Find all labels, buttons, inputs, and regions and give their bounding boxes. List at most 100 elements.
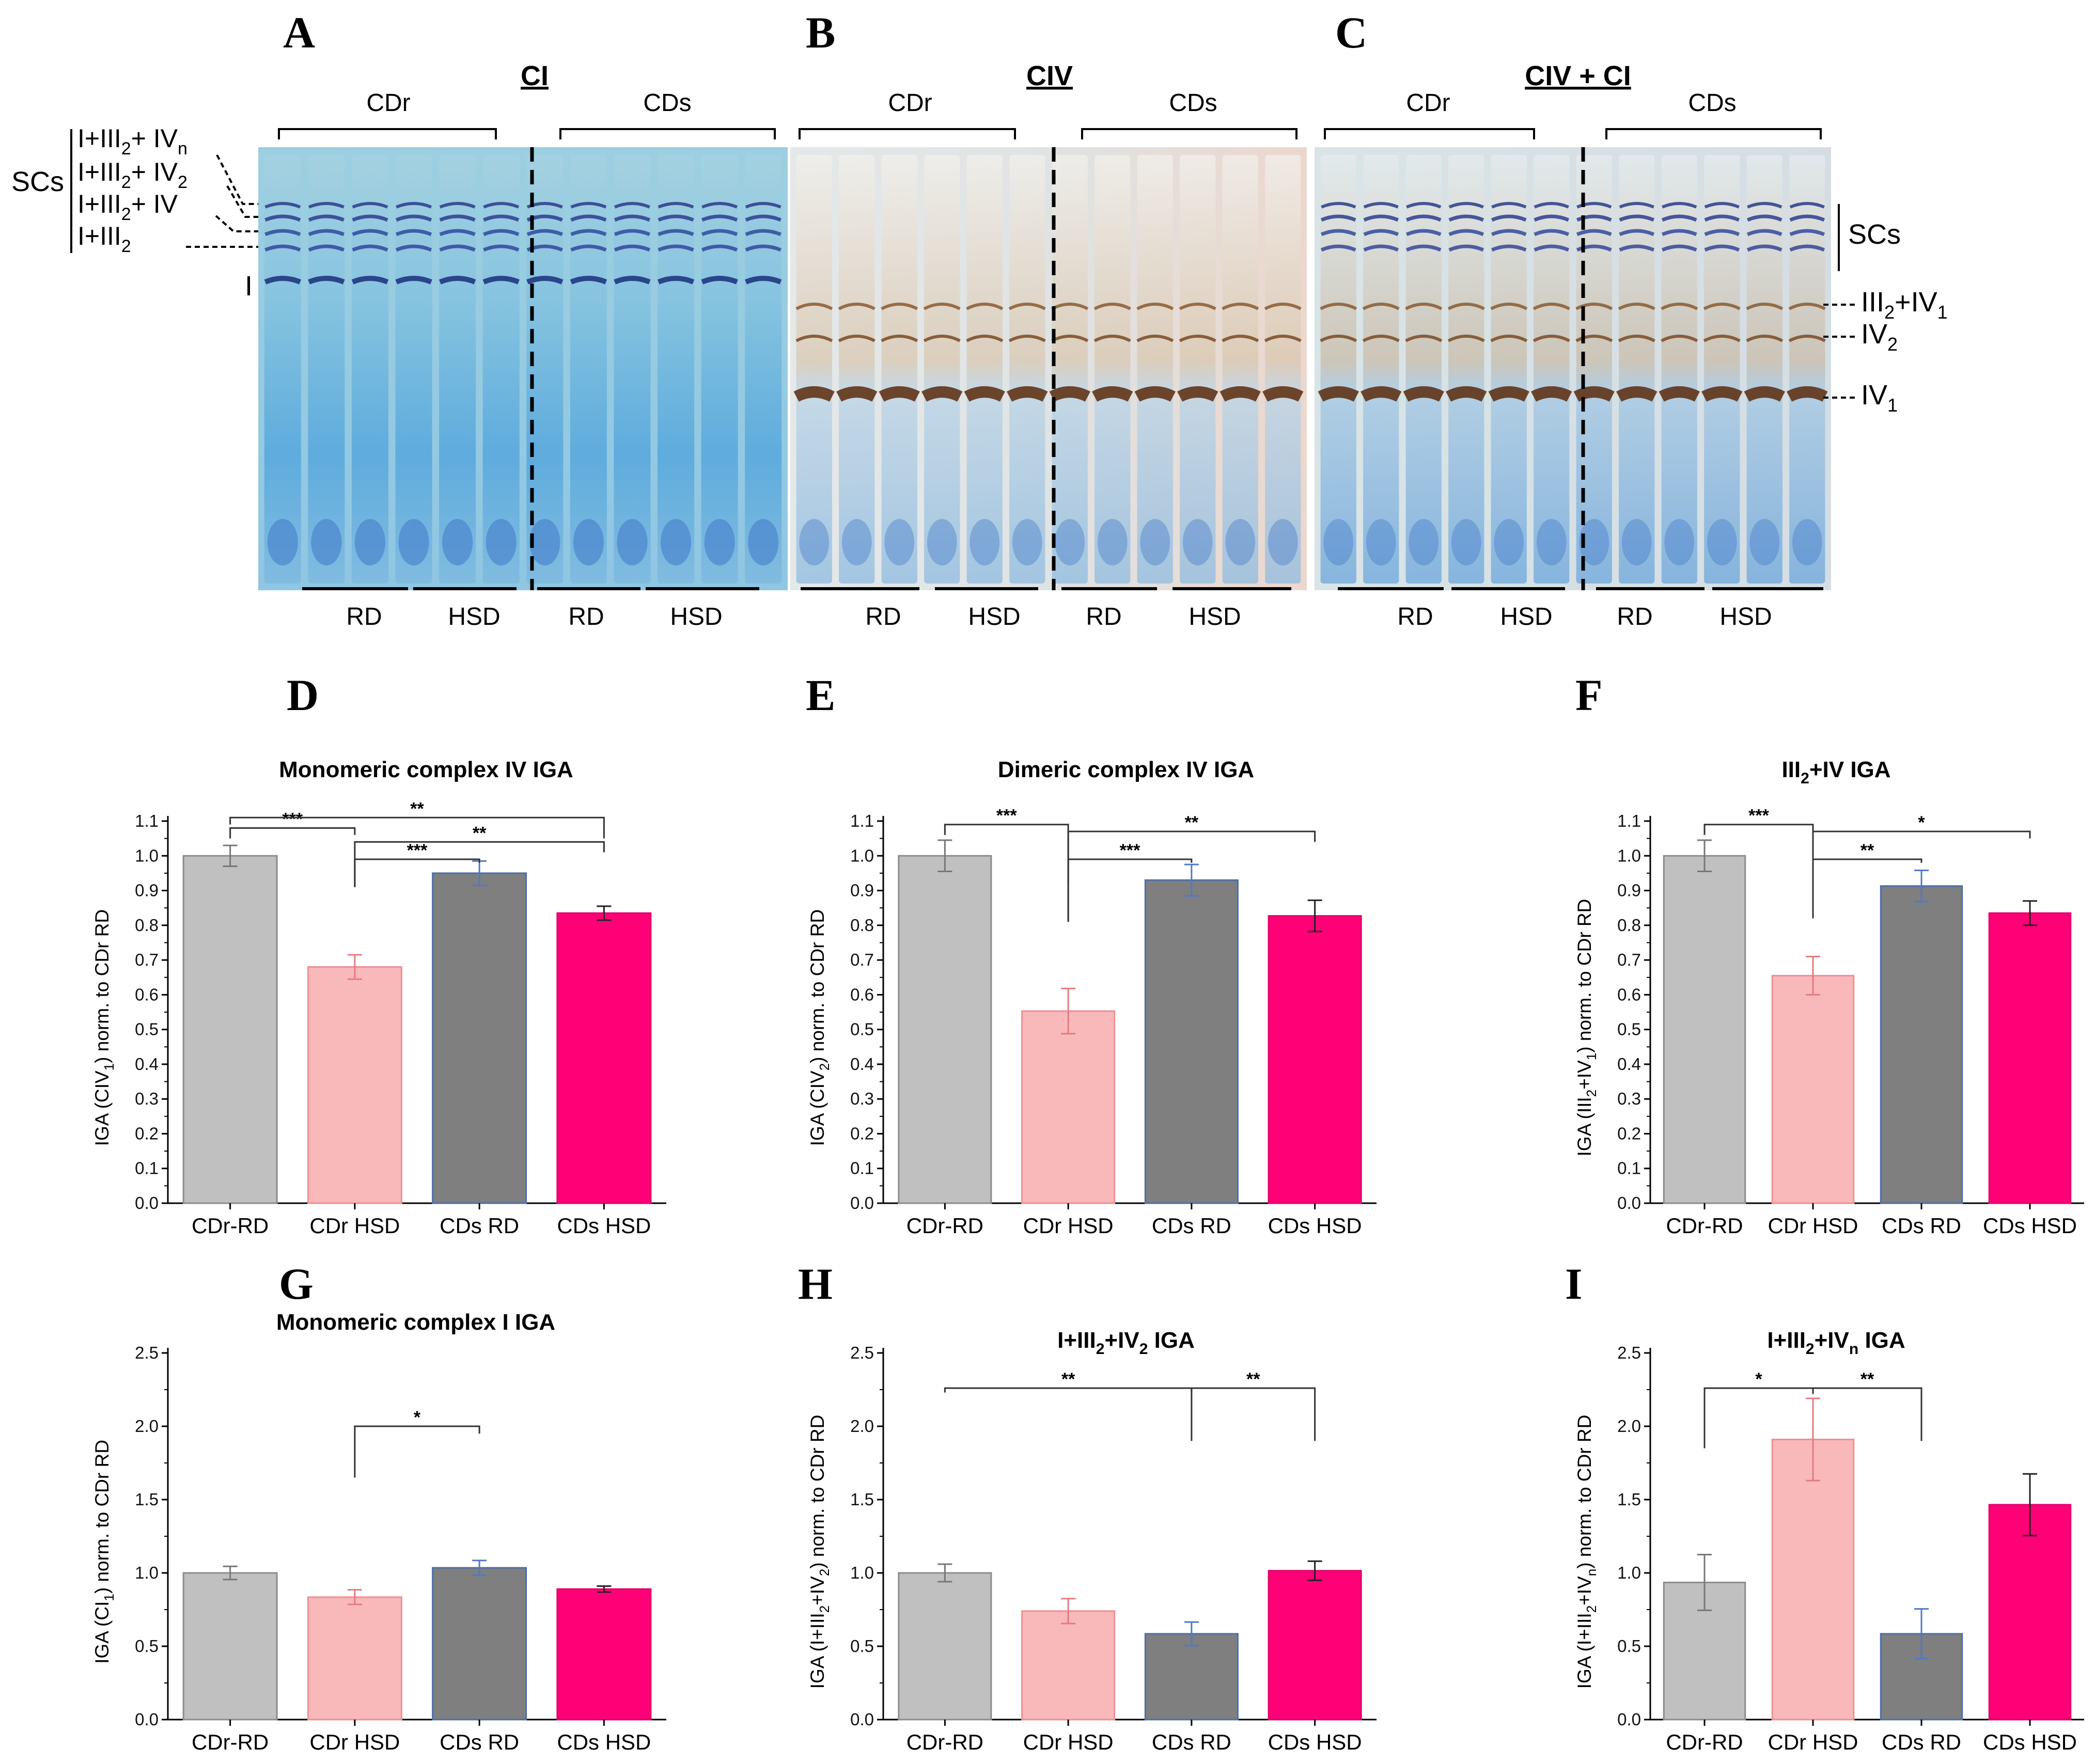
gel-band [701, 229, 738, 237]
gel-band [1008, 335, 1046, 342]
gel-band [1008, 303, 1046, 310]
gel-band [1788, 303, 1826, 310]
svg-text:I+III2+ IV: I+III2+ IV [77, 190, 178, 224]
gel-band [1661, 214, 1697, 222]
y-tick-label: 0.1 [850, 1159, 874, 1178]
right-band-labels: SCs III2+IV1 IV2 IV1 [1823, 204, 1948, 416]
y-tick-label: 1.1 [850, 811, 874, 830]
gel-lane [351, 155, 388, 584]
x-tick-label: CDs RD [1152, 1730, 1231, 1754]
x-tick-label: CDs HSD [557, 1214, 651, 1238]
gel-c-group-right: CDs [1688, 89, 1736, 117]
x-tick-label: CDr-RD [1666, 1730, 1743, 1754]
y-tick-label: 0.0 [850, 1710, 874, 1729]
y-tick-label: 0.7 [1617, 950, 1641, 969]
chart-h: I+III2+IV2 IGA IGA (I+III2+IV2) norm. to … [807, 1328, 1377, 1754]
gel-band [1405, 335, 1443, 342]
y-tick-label: 1.0 [135, 1563, 159, 1582]
gel-band [745, 229, 781, 237]
gel-band [1534, 202, 1569, 209]
gel-band [1788, 335, 1826, 342]
gel-band [1746, 229, 1783, 237]
gel-band [1405, 244, 1442, 252]
x-tick-label: CDs HSD [1983, 1214, 2077, 1238]
y-tick-label: 0.4 [1617, 1054, 1641, 1074]
significance-label: ** [1861, 1369, 1874, 1389]
chart-title: Monomeric complex I IGA [276, 1310, 555, 1335]
gel-band [395, 229, 432, 237]
x-tick-label: CDr HSD [1023, 1214, 1114, 1238]
x-tick-label: CDr-RD [192, 1730, 269, 1754]
gel-band [1490, 335, 1528, 342]
gel-band [1789, 244, 1825, 252]
gel-band [483, 229, 520, 237]
gel-lane [966, 155, 1003, 584]
gel-smear [354, 519, 386, 565]
gel-smear [1664, 519, 1695, 565]
gel-band [570, 229, 607, 237]
gel-band [570, 202, 607, 209]
chart-title: Dimeric complex IV IGA [998, 757, 1254, 782]
bar-cds-hsd [1268, 915, 1362, 1204]
gel-smear [1012, 519, 1042, 565]
gel-band [1618, 303, 1655, 310]
gel-smear [1140, 519, 1170, 565]
gel-band [1136, 335, 1174, 342]
gel-band [614, 202, 650, 209]
y-tick-label: 0.0 [135, 1710, 159, 1729]
y-tick-label: 0.4 [135, 1054, 159, 1074]
gel-band [264, 244, 301, 252]
significance-bracket [229, 816, 605, 839]
gel-smear [267, 519, 298, 565]
band-label-iv2: IV2 [1861, 319, 1898, 355]
gel-smear [1268, 519, 1298, 565]
gel-b-group-right: CDs [1169, 89, 1217, 117]
gel-band [1093, 335, 1131, 342]
gel-band [701, 244, 738, 252]
gel-band [439, 202, 476, 209]
svg-text:I+III2: I+III2 [77, 222, 131, 256]
x-tick-label: CDs HSD [557, 1730, 651, 1754]
y-tick-label: 0.1 [135, 1159, 159, 1178]
gel-band [439, 229, 476, 237]
y-axis-label: IGA (I+III2+IVn) norm. to CDr RD [1574, 1415, 1599, 1689]
chart-f: III2+IV IGA IGA (III2+IV1) norm. to CDr R… [1574, 757, 2084, 1238]
gel-smear [398, 519, 429, 565]
gel-band [526, 229, 563, 237]
gel-band [1320, 244, 1356, 252]
gel-band [1362, 335, 1400, 342]
significance-label: ** [410, 799, 424, 818]
gel-band [1746, 335, 1784, 342]
bar-cds-hsd [1988, 912, 2072, 1204]
bar-cdr-rd [1663, 855, 1746, 1204]
gel-band [1403, 386, 1444, 402]
y-tick-label: 0.6 [1617, 985, 1641, 1004]
gel-b-diet-2: HSD [968, 603, 1020, 631]
y-tick-label: 0.5 [1617, 1636, 1641, 1656]
gel-lane [1095, 155, 1131, 584]
gel-smear [1323, 519, 1354, 565]
y-axis-label: IGA (CI1) norm. to CDr RD [91, 1440, 117, 1664]
gel-lane [924, 155, 960, 584]
gel-lane [658, 155, 695, 584]
y-tick-label: 0.2 [850, 1124, 874, 1143]
gel-band [1446, 386, 1487, 402]
gel-lane [308, 155, 345, 584]
bar-cdr-hsd [307, 966, 402, 1204]
gel-lane [1619, 155, 1655, 584]
y-axis-label: IGA (CIV2) norm. to CDr RD [807, 909, 832, 1146]
gel-lane [701, 155, 738, 584]
x-tick-label: CDr HSD [1768, 1214, 1858, 1238]
chart-title: III2+IV IGA [1781, 757, 1890, 787]
significance-label: * [1918, 813, 1925, 832]
gel-band [795, 335, 833, 342]
gel-band [1744, 386, 1785, 402]
gel-band [1576, 229, 1612, 237]
bar-cdr-rd [182, 1572, 278, 1721]
gel-band [1747, 202, 1783, 209]
gel-band [308, 214, 345, 222]
gel-lane [1448, 155, 1484, 584]
gel-band [1320, 214, 1356, 222]
gel-smear [1749, 519, 1780, 565]
significance-label: * [1755, 1369, 1762, 1389]
